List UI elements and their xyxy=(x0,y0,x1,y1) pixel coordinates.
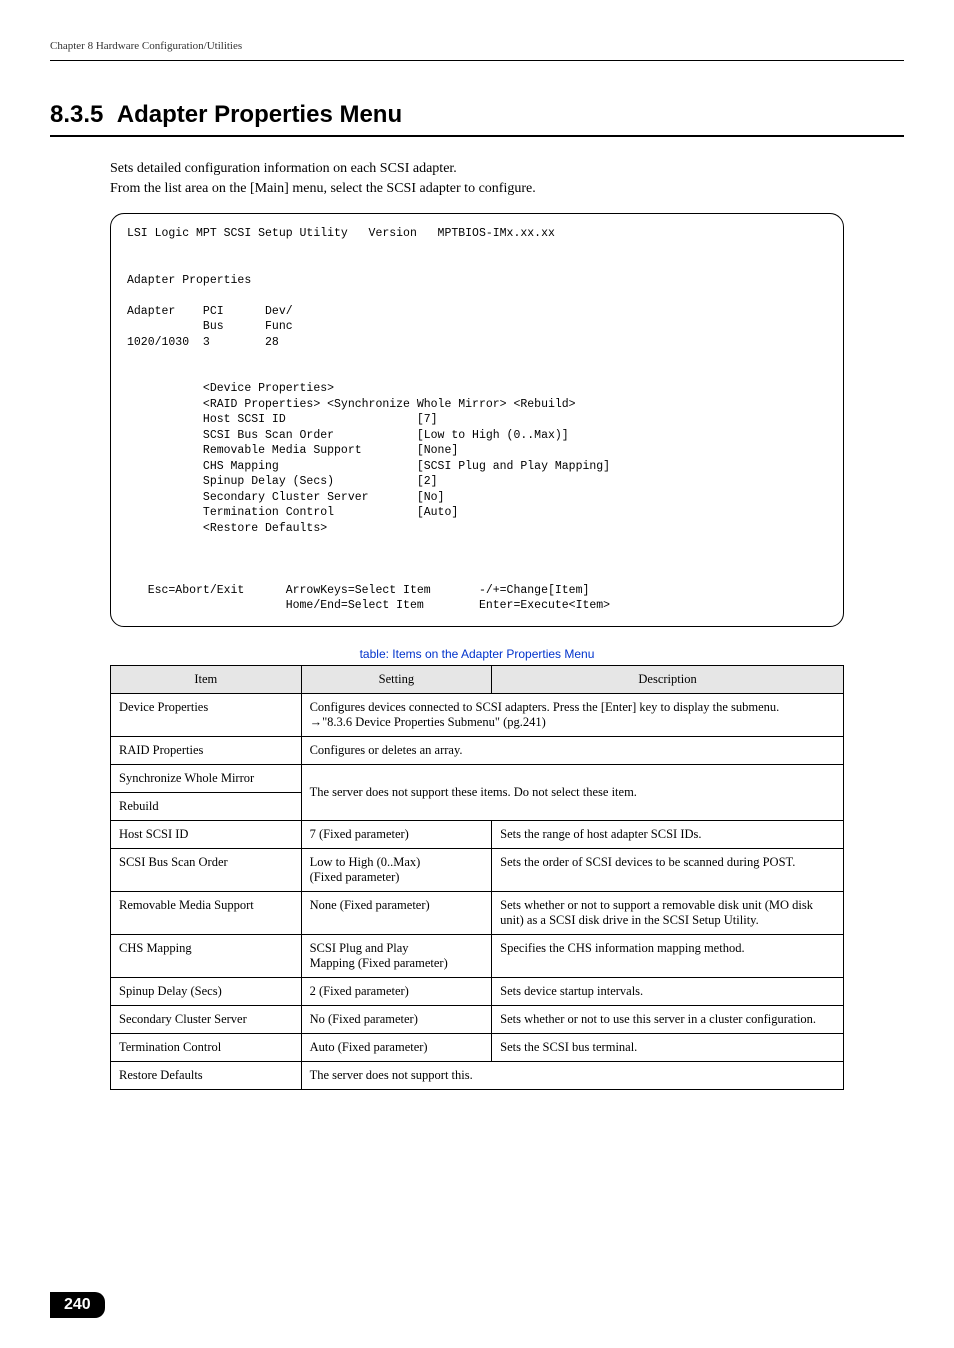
cell-desc: Sets whether or not to support a removab… xyxy=(492,891,844,934)
cell-setting: No (Fixed parameter) xyxy=(301,1005,492,1033)
cell-item: SCSI Bus Scan Order xyxy=(111,848,302,891)
cell-item: Termination Control xyxy=(111,1033,302,1061)
section-title: 8.3.5 Adapter Properties Menu xyxy=(50,101,904,129)
cell-item: CHS Mapping xyxy=(111,934,302,977)
table-row: Secondary Cluster Server No (Fixed param… xyxy=(111,1005,844,1033)
cell-merged: The server does not support these items.… xyxy=(301,764,843,820)
cell-item: Synchronize Whole Mirror xyxy=(111,764,302,792)
cell-item: Restore Defaults xyxy=(111,1061,302,1089)
section-number: 8.3.5 xyxy=(50,101,103,128)
cell-item: Rebuild xyxy=(111,792,302,820)
table-row: Restore Defaults The server does not sup… xyxy=(111,1061,844,1089)
terminal-screenshot: LSI Logic MPT SCSI Setup Utility Version… xyxy=(110,213,844,627)
cell-setting: 2 (Fixed parameter) xyxy=(301,977,492,1005)
header-rule xyxy=(50,60,904,61)
section-rule xyxy=(50,135,904,137)
col-description: Description xyxy=(492,665,844,693)
cell-setting: Auto (Fixed parameter) xyxy=(301,1033,492,1061)
table-caption: table: Items on the Adapter Properties M… xyxy=(50,647,904,661)
cell-desc: Sets device startup intervals. xyxy=(492,977,844,1005)
cell-setting: SCSI Plug and Play Mapping (Fixed parame… xyxy=(301,934,492,977)
cell-merged: Configures or deletes an array. xyxy=(301,736,843,764)
table-row: Host SCSI ID 7 (Fixed parameter) Sets th… xyxy=(111,820,844,848)
adapter-properties-table: Item Setting Description Device Properti… xyxy=(110,665,844,1090)
cell-desc: Sets the SCSI bus terminal. xyxy=(492,1033,844,1061)
page-number-badge: 240 xyxy=(50,1292,105,1318)
table-row: RAID Properties Configures or deletes an… xyxy=(111,736,844,764)
col-setting: Setting xyxy=(301,665,492,693)
cell-item: Removable Media Support xyxy=(111,891,302,934)
table-header-row: Item Setting Description xyxy=(111,665,844,693)
table-row: Removable Media Support None (Fixed para… xyxy=(111,891,844,934)
cell-item: Secondary Cluster Server xyxy=(111,1005,302,1033)
cell-item: Device Properties xyxy=(111,693,302,736)
table-row: Spinup Delay (Secs) 2 (Fixed parameter) … xyxy=(111,977,844,1005)
cell-desc: Sets the range of host adapter SCSI IDs. xyxy=(492,820,844,848)
section-title-text: Adapter Properties Menu xyxy=(117,101,402,128)
cell-merged: Configures devices connected to SCSI ada… xyxy=(301,693,843,736)
col-item: Item xyxy=(111,665,302,693)
cell-desc: Sets whether or not to use this server i… xyxy=(492,1005,844,1033)
cell-setting: Low to High (0..Max) (Fixed parameter) xyxy=(301,848,492,891)
table-row: CHS Mapping SCSI Plug and Play Mapping (… xyxy=(111,934,844,977)
cell-setting: None (Fixed parameter) xyxy=(301,891,492,934)
intro-line-1: Sets detailed configuration information … xyxy=(110,161,904,177)
cell-merged: The server does not support this. xyxy=(301,1061,843,1089)
cell-item: RAID Properties xyxy=(111,736,302,764)
table-row: Device Properties Configures devices con… xyxy=(111,693,844,736)
cell-setting: 7 (Fixed parameter) xyxy=(301,820,492,848)
table-row: Termination Control Auto (Fixed paramete… xyxy=(111,1033,844,1061)
chapter-header: Chapter 8 Hardware Configuration/Utiliti… xyxy=(50,40,904,52)
cell-item: Host SCSI ID xyxy=(111,820,302,848)
cell-desc: Sets the order of SCSI devices to be sca… xyxy=(492,848,844,891)
cell-item: Spinup Delay (Secs) xyxy=(111,977,302,1005)
table-row: Synchronize Whole Mirror The server does… xyxy=(111,764,844,792)
cell-desc: Specifies the CHS information mapping me… xyxy=(492,934,844,977)
intro-line-2: From the list area on the [Main] menu, s… xyxy=(110,181,904,197)
table-row: SCSI Bus Scan Order Low to High (0..Max)… xyxy=(111,848,844,891)
